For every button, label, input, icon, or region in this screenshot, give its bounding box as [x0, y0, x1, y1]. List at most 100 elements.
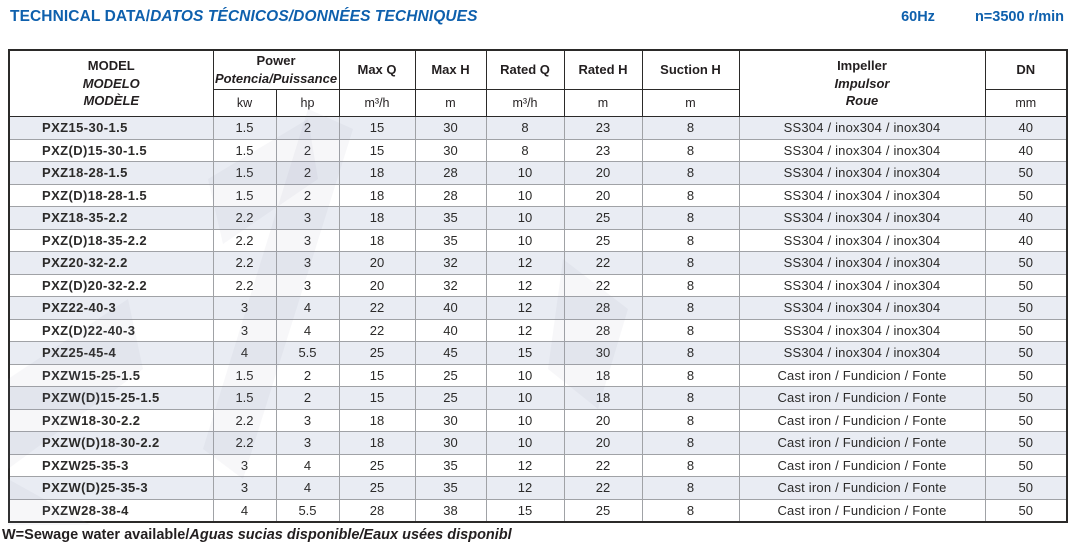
cell-model: PXZ(D)15-30-1.5: [8, 138, 214, 162]
cell-max-h: 30: [414, 408, 487, 432]
cell-rated-q: 12: [485, 476, 565, 500]
cell-impeller: SS304 / inox304 / inox304: [738, 161, 986, 185]
cell-dn: 50: [984, 341, 1068, 365]
table-row: PXZ(D)20-32-2.2 2.2 3 20 32 12 22 8 SS304 / inox…: [8, 273, 1068, 297]
table-row: PXZW15-25-1.5 1.5 2 15 25 10 18 8 Cast iron / Fu…: [8, 363, 1068, 387]
cell-hp: 4: [275, 318, 340, 342]
cell-max-h: 30: [414, 431, 487, 455]
cell-suction-h: 8: [641, 408, 740, 432]
cell-suction-h: 8: [641, 363, 740, 387]
cell-model: PXZW(D)15-25-1.5: [8, 386, 214, 410]
cell-rated-h: 22: [563, 251, 643, 275]
cell-max-q: 20: [338, 251, 416, 275]
cell-model: PXZW15-25-1.5: [8, 363, 214, 387]
table-row: PXZW(D)15-25-1.5 1.5 2 15 25 10 18 8 Cast iron /…: [8, 386, 1068, 410]
cell-rated-h: 25: [563, 228, 643, 252]
unit-kw: kw: [212, 89, 277, 117]
table-row: PXZW18-30-2.2 2.2 3 18 30 10 20 8 Cast iron / Fu…: [8, 408, 1068, 432]
cell-rated-q: 12: [485, 296, 565, 320]
cell-impeller: SS304 / inox304 / inox304: [738, 138, 986, 162]
cell-hp: 5.5: [275, 498, 340, 523]
cell-max-q: 22: [338, 318, 416, 342]
cell-max-h: 35: [414, 453, 487, 477]
cell-rated-q: 10: [485, 386, 565, 410]
page-title: TECHNICAL DATA/DATOS TÉCNICOS/DONNÉES TE…: [10, 8, 478, 26]
cell-dn: 50: [984, 161, 1068, 185]
cell-model: PXZ18-35-2.2: [8, 206, 214, 230]
cell-max-q: 15: [338, 363, 416, 387]
cell-rated-q: 12: [485, 273, 565, 297]
cell-impeller: SS304 / inox304 / inox304: [738, 183, 986, 207]
page-title-main: TECHNICAL DATA/: [10, 8, 151, 25]
cell-dn: 50: [984, 296, 1068, 320]
cell-hp: 2: [275, 116, 340, 140]
cell-dn: 40: [984, 138, 1068, 162]
table-row: PXZ18-35-2.2 2.2 3 18 35 10 25 8 SS304 / inox304…: [8, 206, 1068, 230]
cell-hp: 4: [275, 296, 340, 320]
cell-rated-h: 20: [563, 431, 643, 455]
cell-max-q: 18: [338, 206, 416, 230]
cell-kw: 2.2: [212, 228, 277, 252]
footer-note: W=Sewage water available/Aguas sucias di…: [2, 527, 1074, 543]
cell-rated-q: 12: [485, 453, 565, 477]
footer-note-main: W=Sewage water available/: [2, 527, 190, 543]
cell-suction-h: 8: [641, 318, 740, 342]
col-header-rated-q: Rated Q: [485, 49, 565, 90]
cell-suction-h: 8: [641, 498, 740, 523]
table-row: PXZ22-40-3 3 4 22 40 12 28 8 SS304 / inox304 / i…: [8, 296, 1068, 320]
cell-max-h: 30: [414, 138, 487, 162]
cell-impeller: SS304 / inox304 / inox304: [738, 116, 986, 140]
technical-data-table: MODEL MODELO MODÈLE Power Potencia/Puiss…: [8, 49, 1068, 523]
cell-impeller: Cast iron / Fundicion / Fonte: [738, 476, 986, 500]
cell-suction-h: 8: [641, 251, 740, 275]
footer-note-translations: Aguas sucias disponible/Eaux usées dispo…: [189, 527, 512, 543]
unit-rated-h: m: [563, 89, 643, 117]
unit-max-q: m³/h: [338, 89, 416, 117]
page-header: TECHNICAL DATA/DATOS TÉCNICOS/DONNÉES TE…: [0, 0, 1074, 26]
cell-hp: 4: [275, 453, 340, 477]
col-header-max-h: Max H: [414, 49, 487, 90]
cell-kw: 1.5: [212, 116, 277, 140]
unit-max-h: m: [414, 89, 487, 117]
speed-label: n=3500 r/min: [974, 9, 1064, 25]
cell-impeller: SS304 / inox304 / inox304: [738, 318, 986, 342]
cell-hp: 3: [275, 431, 340, 455]
cell-model: PXZW(D)18-30-2.2: [8, 431, 214, 455]
table-row: PXZW(D)25-35-3 3 4 25 35 12 22 8 Cast iron / Fun…: [8, 476, 1068, 500]
table-row: PXZ18-28-1.5 1.5 2 18 28 10 20 8 SS304 / inox304…: [8, 161, 1068, 185]
cell-impeller: SS304 / inox304 / inox304: [738, 206, 986, 230]
cell-max-q: 18: [338, 183, 416, 207]
cell-rated-q: 15: [485, 341, 565, 365]
cell-impeller: Cast iron / Fundicion / Fonte: [738, 408, 986, 432]
cell-kw: 1.5: [212, 386, 277, 410]
cell-kw: 1.5: [212, 161, 277, 185]
cell-max-h: 32: [414, 251, 487, 275]
cell-max-q: 15: [338, 138, 416, 162]
cell-rated-h: 18: [563, 363, 643, 387]
cell-suction-h: 8: [641, 228, 740, 252]
cell-hp: 3: [275, 408, 340, 432]
cell-model: PXZ18-28-1.5: [8, 161, 214, 185]
cell-rated-q: 10: [485, 183, 565, 207]
cell-rated-h: 20: [563, 183, 643, 207]
cell-rated-h: 25: [563, 498, 643, 523]
cell-hp: 3: [275, 206, 340, 230]
technical-data-section: MODEL MODELO MODÈLE Power Potencia/Puiss…: [8, 49, 1068, 525]
cell-max-q: 15: [338, 386, 416, 410]
cell-kw: 2.2: [212, 251, 277, 275]
cell-rated-h: 22: [563, 476, 643, 500]
cell-max-q: 25: [338, 341, 416, 365]
cell-max-q: 18: [338, 431, 416, 455]
cell-max-h: 35: [414, 206, 487, 230]
cell-max-q: 20: [338, 273, 416, 297]
table-row: PXZ25-45-4 4 5.5 25 45 15 30 8 SS304 / inox304 /…: [8, 341, 1068, 365]
cell-max-h: 25: [414, 363, 487, 387]
cell-max-q: 25: [338, 453, 416, 477]
cell-rated-h: 20: [563, 161, 643, 185]
cell-max-q: 25: [338, 476, 416, 500]
cell-suction-h: 8: [641, 183, 740, 207]
cell-max-q: 18: [338, 228, 416, 252]
cell-max-q: 28: [338, 498, 416, 523]
cell-rated-h: 23: [563, 116, 643, 140]
cell-suction-h: 8: [641, 476, 740, 500]
